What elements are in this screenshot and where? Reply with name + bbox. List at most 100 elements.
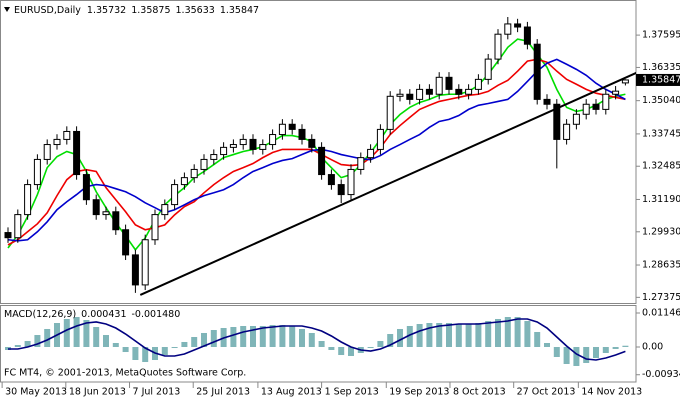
candle-body — [200, 158, 208, 170]
candle-body — [592, 103, 600, 110]
macd-bar — [524, 321, 531, 348]
macd-bar — [583, 347, 590, 363]
candle-body — [318, 146, 326, 176]
macd-bar — [465, 324, 472, 348]
macd-bar — [210, 330, 217, 348]
macd-bar — [103, 335, 109, 348]
price-marker-label: 1.35847 — [642, 74, 680, 85]
macd-bar — [132, 347, 139, 360]
low-readout: 1.35633 — [176, 5, 215, 16]
y-tick-label: 0.011461 — [642, 307, 680, 318]
candle-body — [180, 177, 188, 186]
y-tick-label: 1.29930 — [642, 226, 680, 237]
chart-header: EURUSD,Daily 1.35732 1.35875 1.35633 1.35847 — [14, 5, 259, 16]
candle-body — [533, 43, 541, 100]
candle-body — [504, 23, 512, 35]
macd-bar — [426, 322, 433, 348]
candle-body — [396, 93, 404, 97]
macd-bar — [593, 347, 599, 359]
signal-line — [8, 318, 626, 361]
candle-body — [494, 33, 502, 60]
candle-body — [131, 254, 139, 286]
y-tick-label: 1.31190 — [642, 194, 680, 205]
candle-body — [14, 214, 22, 239]
moving-average — [7, 58, 626, 242]
candle-body — [24, 184, 32, 216]
macd-bar — [299, 328, 305, 348]
macd-header: MACD(12,26,9) 0.000431 -0.001480 — [4, 309, 180, 320]
x-tick-label: 14 Nov 2013 — [581, 387, 642, 398]
candle-body — [445, 76, 453, 90]
open-readout: 1.35732 — [87, 5, 126, 16]
macd-bar — [269, 325, 276, 348]
x-tick-label: 13 Aug 2013 — [261, 387, 322, 398]
y-tick-label: 1.33745 — [642, 128, 680, 139]
candle-body — [151, 214, 159, 241]
candle-body — [122, 229, 130, 256]
x-tick-label: 19 Sep 2013 — [389, 387, 449, 398]
macd-bar — [397, 328, 403, 348]
candle-body — [102, 211, 110, 216]
macd-bar — [83, 320, 90, 348]
candle-body — [141, 239, 149, 286]
macd-bar — [348, 347, 354, 356]
signal-readout: -0.001480 — [132, 309, 181, 320]
macd-bar — [250, 325, 256, 348]
macd-bar — [495, 318, 501, 348]
candle-body — [171, 184, 179, 206]
candle-body — [572, 113, 580, 125]
candle-body — [53, 138, 61, 146]
price-panel — [0, 0, 637, 304]
candle-body — [63, 130, 71, 140]
candle-body — [33, 158, 41, 186]
macd-panel — [0, 305, 637, 383]
y-tick-label: 1.36335 — [642, 62, 680, 73]
trendline — [139, 71, 636, 296]
macd-bar — [259, 325, 266, 348]
macd-bar — [504, 317, 511, 348]
copyright: FC MT4, © 2001-2013, MetaQuotes Software… — [4, 368, 246, 379]
macd-bar — [485, 321, 492, 348]
candle-body — [278, 123, 286, 136]
macd-bar — [377, 341, 384, 348]
candle-body — [514, 23, 522, 28]
macd-bar — [34, 335, 41, 348]
candle-body — [298, 128, 306, 140]
candle-body — [416, 88, 424, 100]
candle-body — [112, 211, 120, 231]
macd-bar — [406, 325, 413, 348]
candle-body — [190, 168, 198, 179]
candle-body — [220, 146, 228, 156]
candle-body — [465, 88, 473, 95]
macd-bar — [455, 324, 462, 348]
candle-body — [563, 123, 571, 140]
macd-bar — [328, 347, 335, 350]
macd-bar — [416, 324, 423, 348]
candle-body — [161, 204, 169, 216]
candle-body — [269, 134, 277, 146]
macd-bar — [191, 337, 198, 348]
macd-bar — [367, 347, 374, 349]
candle-body — [229, 144, 237, 148]
y-tick-label: -0.009349 — [642, 369, 680, 380]
candle-body — [386, 95, 394, 130]
candle-body — [239, 138, 247, 146]
candle-body — [82, 174, 90, 201]
macd-bar — [171, 347, 178, 349]
macd-bar — [93, 327, 100, 348]
candle-body — [308, 138, 316, 148]
candle-body — [92, 199, 100, 216]
y-tick-label: 1.27375 — [642, 292, 680, 303]
macd-bar — [73, 317, 80, 348]
candle-body — [406, 93, 414, 100]
candle-body — [347, 168, 355, 196]
candle-body — [376, 128, 384, 150]
candle-body — [455, 88, 463, 95]
candle-body — [73, 130, 81, 176]
candle-body — [210, 154, 218, 160]
x-tick-label: 25 Jul 2013 — [196, 387, 250, 398]
macd-bar — [544, 342, 550, 348]
x-tick-label: 18 Jun 2013 — [69, 387, 126, 398]
macd-bar — [44, 328, 51, 348]
